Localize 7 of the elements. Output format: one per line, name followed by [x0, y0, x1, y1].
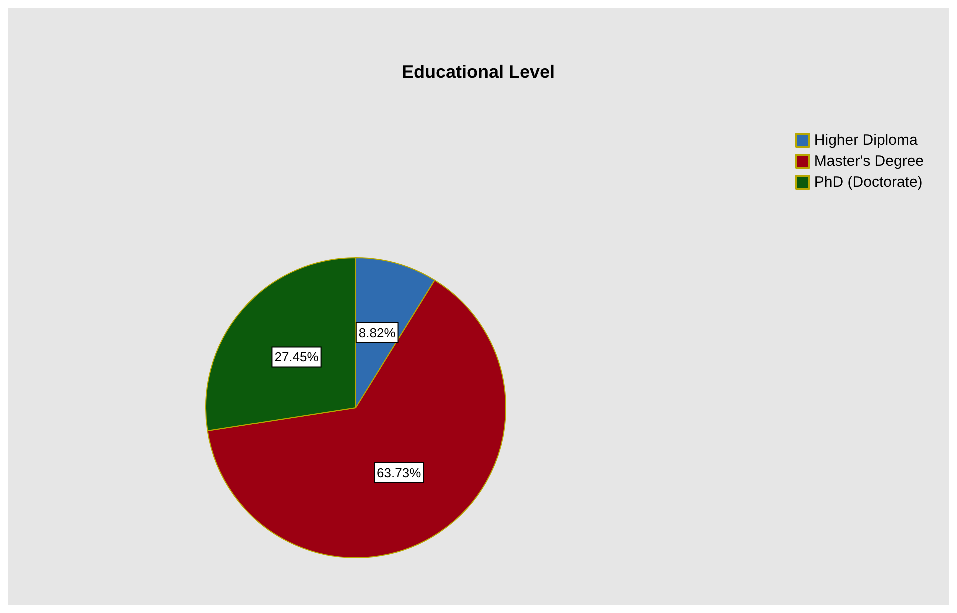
data-label: 27.45%: [274, 350, 320, 365]
legend-label: PhD (Doctorate): [814, 174, 923, 191]
legend-label: Higher Diploma: [814, 132, 918, 149]
legend-label: Master's Degree: [814, 153, 924, 170]
chart-title: Educational Level: [402, 62, 556, 82]
data-label: 63.73%: [377, 466, 422, 481]
data-label: 8.82%: [358, 325, 396, 340]
